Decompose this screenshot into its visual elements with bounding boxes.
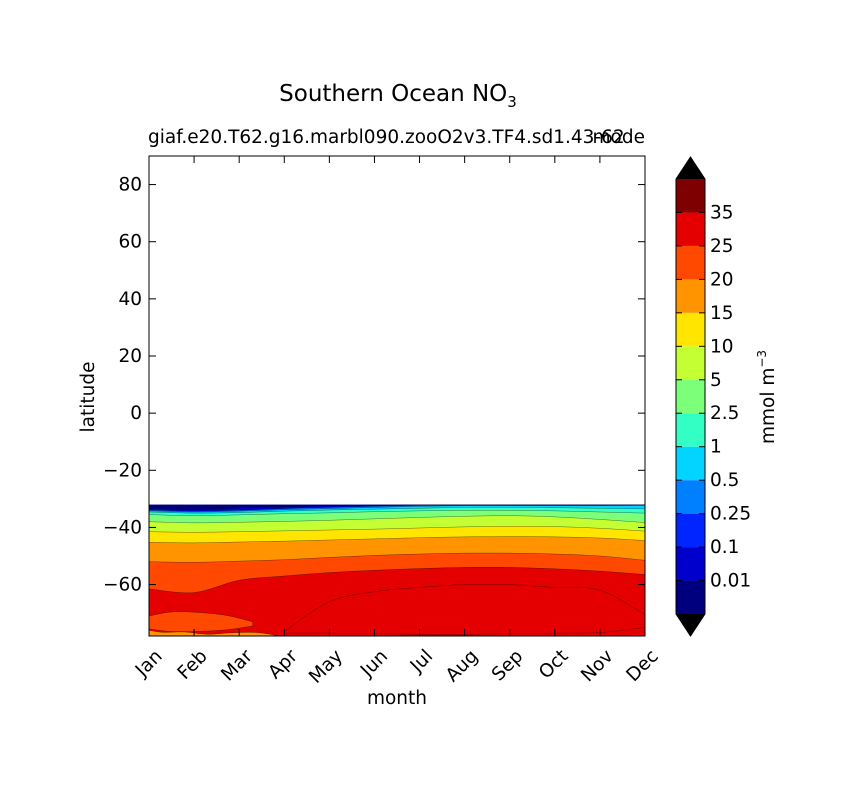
- colorbar-under-arrow: [676, 614, 705, 636]
- colorbar-label: mmol m−3: [755, 350, 779, 444]
- x-tick-label: Oct: [535, 646, 572, 683]
- y-axis-label: latitude: [78, 362, 99, 433]
- colorbar: 0.01 0.1 0.25 0.5 1 2.5 5 10 15 20 25 35: [675, 156, 751, 637]
- colorbar-tick-label: 10: [710, 336, 734, 357]
- colorbar-segment: [676, 580, 705, 614]
- contour-lines: [149, 504, 645, 636]
- colorbar-tick-label: 0.5: [710, 470, 739, 491]
- colorbar-tick-label: 35: [710, 202, 734, 223]
- contour-line-0.5: [149, 505, 645, 513]
- colorbar-segment: [676, 279, 705, 313]
- colorbar-segment: [676, 547, 705, 581]
- chart-subtitle-right: mode: [593, 127, 645, 148]
- colorbar-tick-label: 20: [710, 269, 734, 290]
- x-tick-label: Feb: [174, 646, 212, 684]
- colorbar-segment: [676, 346, 705, 380]
- y-tick-label: −20: [103, 460, 142, 481]
- contour-line-0.01: [149, 504, 645, 510]
- x-tick-label: Jul: [406, 646, 437, 677]
- colorbar-tick-label: 5: [710, 370, 722, 391]
- y-tick-label: 0: [130, 403, 142, 424]
- colorbar-segment: [676, 179, 705, 213]
- plot-frame: [148, 155, 646, 637]
- x-tick-label: Apr: [264, 646, 302, 684]
- contour-pocket-20-0: [149, 611, 253, 633]
- x-tick-label: May: [305, 646, 347, 688]
- contour-line-2.5: [149, 509, 645, 516]
- x-axis-label: month: [367, 688, 427, 709]
- y-tick-label: 20: [118, 346, 142, 367]
- colorbar-segment: [676, 245, 705, 280]
- chart-title: Southern Ocean NO3: [279, 81, 517, 111]
- x-tick-label: Sep: [488, 646, 528, 686]
- x-tick-label: Dec: [623, 646, 663, 686]
- y-tick-label: −40: [103, 517, 142, 538]
- y-tick-label: 40: [118, 289, 142, 310]
- colorbar-segment: [676, 513, 705, 548]
- contour-line-25: [149, 567, 645, 594]
- x-tick-label: Nov: [577, 646, 617, 686]
- y-tick-label: 60: [118, 232, 142, 253]
- colorbar-tick-label: 0.01: [710, 571, 751, 592]
- colorbar-tick-label: 0.1: [710, 537, 739, 558]
- colorbar-tick-label: 2.5: [710, 403, 739, 424]
- y-tick-label: 80: [118, 175, 142, 196]
- colorbar-segment: [676, 413, 705, 447]
- contour-line-20: [149, 552, 645, 563]
- chart-title-subscript: 3: [507, 93, 517, 111]
- x-tick-label: Aug: [442, 646, 482, 686]
- x-tick-label: Jun: [356, 646, 392, 682]
- colorbar-segment: [676, 312, 705, 347]
- contour-band-25-core: [284, 583, 645, 635]
- x-tick-label: Mar: [217, 646, 257, 686]
- contour-line-5: [149, 515, 645, 524]
- colorbar-segment: [676, 480, 705, 514]
- colorbar-label-exponent: −3: [755, 350, 769, 368]
- contour-line-1: [149, 507, 645, 514]
- colorbar-tick-label: 0.25: [710, 504, 751, 525]
- y-axis-ticks: 80 60 40 20 0 −20 −40 −60: [103, 175, 645, 596]
- colorbar-segment: [676, 212, 705, 246]
- colorbar-segment: [676, 446, 705, 481]
- colorbar-outline: [675, 156, 706, 637]
- contour-line-10: [149, 526, 645, 533]
- contour-band-15-bottom: [149, 630, 280, 636]
- colorbar-tick-label: 25: [710, 236, 734, 257]
- plot-area: 80 60 40 20 0 −20 −40 −60 Jan Feb Mar Apr May Jun Jul…: [103, 155, 663, 688]
- contour-fills: [149, 504, 645, 636]
- colorbar-segment: [676, 379, 705, 414]
- contour-line-15-bottom: [149, 630, 280, 636]
- contour-line-15: [149, 536, 645, 544]
- contour-line-0.25: [149, 504, 645, 512]
- colorbar-over-arrow: [676, 157, 705, 179]
- y-tick-label: −60: [103, 575, 142, 596]
- colorbar-tick-label: 1: [710, 437, 722, 458]
- chart-subtitle-left: giaf.e20.T62.g16.marbl090.zooO2v3.TF4.sd…: [148, 127, 625, 148]
- colorbar-tick-label: 15: [710, 303, 734, 324]
- x-tick-label: Jan: [131, 646, 167, 682]
